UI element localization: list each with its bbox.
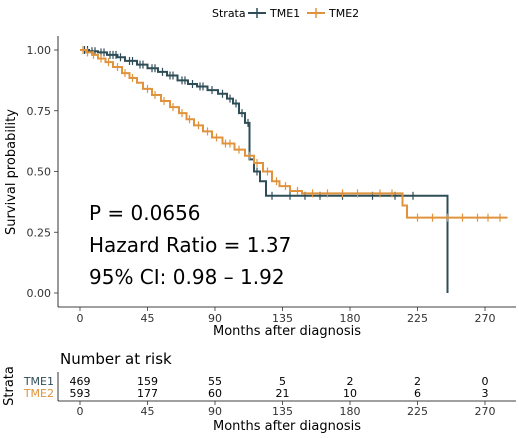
- risk-count-tme2: 3: [482, 387, 489, 400]
- x-tick-label: 135: [272, 312, 293, 325]
- risk-table-strata-label: Strata: [2, 366, 17, 406]
- y-tick-label: 0.50: [27, 166, 52, 179]
- risk-count-tme1: 0: [482, 375, 489, 388]
- y-ticks: 0.00 0.25 0.50 0.75 1.00: [27, 44, 58, 300]
- risk-count-tme2: 6: [414, 387, 421, 400]
- x-axis-title: Months after diagnosis: [213, 324, 361, 339]
- p-value-annotation: P = 0.0656: [89, 201, 201, 225]
- risk-count-tme1: 5: [279, 375, 286, 388]
- series-line-tme1: [80, 49, 449, 293]
- hazard-ratio-annotation: Hazard Ratio = 1.37: [89, 233, 291, 257]
- legend-label-tme2: TME2: [328, 7, 359, 20]
- y-tick-label: 0.75: [27, 105, 52, 118]
- risk-table-title: Number at risk: [60, 350, 172, 368]
- risk-x-ticks: 0 45 90 135 180 225 270: [77, 401, 496, 418]
- curves: [80, 46, 508, 293]
- x-tick-label: 0: [77, 312, 84, 325]
- risk-x-tick-label: 180: [340, 405, 361, 418]
- y-tick-label: 0.00: [27, 287, 52, 300]
- stats-annotations: P = 0.0656 Hazard Ratio = 1.37 95% CI: 0…: [89, 201, 291, 289]
- risk-count-tme2: 10: [343, 387, 357, 400]
- risk-x-tick-label: 135: [272, 405, 293, 418]
- risk-count-tme2: 593: [70, 387, 91, 400]
- risk-count-tme2: 177: [137, 387, 158, 400]
- legend-title: Strata: [212, 7, 246, 20]
- risk-count-tme1: 55: [208, 375, 222, 388]
- y-tick-label: 1.00: [27, 44, 52, 57]
- x-tick-label: 180: [340, 312, 361, 325]
- risk-count-tme1: 2: [414, 375, 421, 388]
- x-tick-label: 90: [208, 312, 222, 325]
- risk-x-tick-label: 270: [475, 405, 496, 418]
- x-ticks: 0 45 90 135 180 225 270: [77, 307, 496, 325]
- risk-row-label-tme2: TME2: [23, 387, 54, 400]
- series-line-tme2: [80, 49, 508, 219]
- risk-x-tick-label: 0: [77, 405, 84, 418]
- legend: Strata TME1 TME2: [212, 7, 359, 20]
- x-tick-label: 270: [475, 312, 496, 325]
- x-tick-label: 225: [407, 312, 428, 325]
- risk-count-tme2: 21: [276, 387, 290, 400]
- risk-x-tick-label: 225: [407, 405, 428, 418]
- y-axis-title: Survival probability: [4, 109, 19, 235]
- legend-label-tme1: TME1: [269, 7, 300, 20]
- risk-row-label-tme1: TME1: [23, 375, 54, 388]
- ci-annotation: 95% CI: 0.98 – 1.92: [89, 265, 285, 289]
- risk-x-tick-label: 45: [141, 405, 155, 418]
- risk-count-tme1: 469: [70, 375, 91, 388]
- risk-count-tme1: 159: [137, 375, 158, 388]
- x-tick-label: 45: [141, 312, 155, 325]
- risk-count-tme1: 2: [347, 375, 354, 388]
- risk-table: Number at risk Strata TME1 TME2 469 159 55…: [2, 350, 516, 434]
- risk-x-tick-label: 90: [208, 405, 222, 418]
- risk-x-axis-title: Months after diagnosis: [213, 419, 361, 434]
- y-tick-label: 0.25: [27, 226, 52, 239]
- risk-count-tme2: 60: [208, 387, 222, 400]
